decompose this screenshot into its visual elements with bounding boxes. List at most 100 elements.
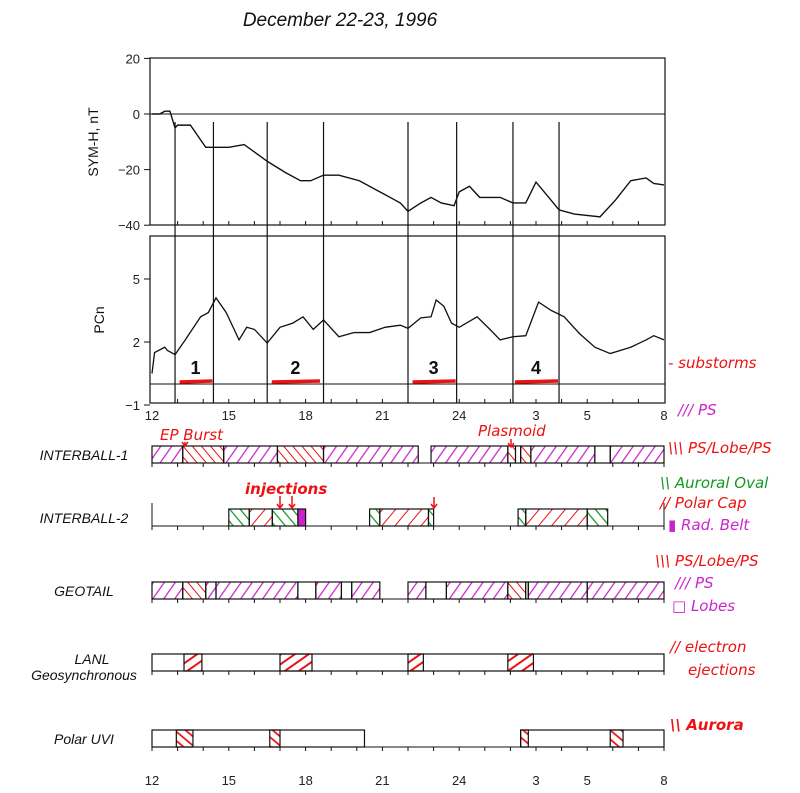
pcn-ytick-label: −1 bbox=[125, 398, 140, 413]
bottom-xtick-label: 3 bbox=[532, 773, 539, 788]
row-segment bbox=[527, 581, 588, 600]
row-segment bbox=[520, 445, 532, 464]
injections-label: injections bbox=[245, 480, 327, 498]
row-label: INTERBALL-1 bbox=[40, 447, 129, 463]
row-segment bbox=[525, 508, 588, 527]
row-label: LANL bbox=[74, 651, 109, 667]
row-box bbox=[151, 729, 366, 748]
row-segment bbox=[445, 581, 509, 600]
arrowhead-icon bbox=[430, 503, 438, 510]
row-segment bbox=[427, 508, 435, 527]
legend-item: \\ Aurora bbox=[670, 716, 744, 734]
row-segment bbox=[340, 581, 353, 600]
symh-ylabel: SYM-H, nT bbox=[85, 107, 101, 177]
legend-item: □ Lobes bbox=[672, 597, 735, 615]
figure-title: December 22-23, 1996 bbox=[243, 10, 438, 31]
row-segment bbox=[379, 508, 430, 527]
pcn-ytick-label: 2 bbox=[133, 335, 140, 350]
legend-text: PS/Lobe/PS bbox=[688, 439, 772, 457]
symh-panel: 20 0 −20 −40 SYM-H, nT bbox=[85, 51, 666, 233]
legend-text: Lobes bbox=[691, 597, 735, 615]
row-box bbox=[520, 729, 665, 748]
row-segment bbox=[297, 508, 307, 527]
legend-text: Aurora bbox=[685, 716, 744, 734]
legend-text: PS bbox=[698, 401, 717, 419]
row-segment bbox=[276, 445, 325, 464]
row-segment bbox=[507, 581, 527, 600]
legend-item: // Polar Cap bbox=[658, 494, 747, 512]
row-segment bbox=[594, 445, 611, 464]
row-segment bbox=[279, 653, 313, 672]
legend-item: ▮ Rad. Belt bbox=[668, 516, 750, 534]
bottom-xtick-label: 15 bbox=[222, 773, 236, 788]
row-segment bbox=[182, 445, 225, 464]
substorm-bar bbox=[271, 379, 320, 384]
pcn-xtick-label: 5 bbox=[584, 408, 591, 423]
row-segment bbox=[425, 581, 448, 600]
row-segment bbox=[407, 653, 424, 672]
ep-burst-label: EP Burst bbox=[160, 426, 224, 444]
pcn-ytick-label: 5 bbox=[133, 272, 140, 287]
substorm-number: 4 bbox=[531, 358, 541, 378]
row-segment bbox=[586, 581, 665, 600]
legend-item: // electron bbox=[668, 638, 747, 656]
row-label-2: Geosynchronous bbox=[31, 667, 137, 683]
bottom-xtick-label: 24 bbox=[452, 773, 466, 788]
legend-item: ejections bbox=[688, 661, 756, 679]
row-segment bbox=[175, 729, 194, 748]
substorm-bar bbox=[179, 379, 213, 384]
row-interball-1: INTERBALL-1 bbox=[40, 445, 665, 467]
legend-text: Polar Cap bbox=[675, 494, 747, 512]
arrowhead-icon bbox=[181, 441, 189, 448]
row-segment bbox=[351, 581, 381, 600]
row-segment bbox=[183, 653, 203, 672]
pcn-xtick-label: 18 bbox=[298, 408, 312, 423]
substorm-number: 1 bbox=[191, 358, 201, 378]
row-segment bbox=[407, 581, 427, 600]
pcn-xtick-label: 12 bbox=[145, 408, 159, 423]
row-segment bbox=[215, 581, 299, 600]
row-segment bbox=[271, 508, 299, 527]
legend-item: /// PS bbox=[676, 401, 717, 419]
arrowhead-icon bbox=[288, 503, 296, 510]
substorm-bar bbox=[412, 379, 456, 384]
row-segment bbox=[530, 445, 596, 464]
symh-ytick-label: −40 bbox=[118, 218, 140, 233]
row-geotail: GEOTAIL bbox=[54, 581, 665, 603]
substorm-number: 2 bbox=[290, 358, 300, 378]
row-polar-uvi: Polar UVI bbox=[54, 729, 665, 751]
bottom-xtick-label: 8 bbox=[660, 773, 667, 788]
legend-symbol: // bbox=[658, 494, 675, 512]
legend: /// PS \\\ PS/Lobe/PS \\ Auroral Oval // Po… bbox=[655, 401, 772, 734]
satellite-rows: INTERBALL-1 INTERBALL-2 GEOTAIL LANLGeosync… bbox=[31, 445, 665, 751]
symh-ytick-label: 20 bbox=[126, 51, 140, 66]
annotations: EP Burst Plasmoid injections - substorms bbox=[160, 354, 757, 510]
row-segment bbox=[430, 445, 509, 464]
bottom-xtick-label: 5 bbox=[584, 773, 591, 788]
row-segment bbox=[297, 581, 317, 600]
pcn-xtick-label: 3 bbox=[532, 408, 539, 423]
pcn-xtick-label: 24 bbox=[452, 408, 466, 423]
legend-symbol: \\\ bbox=[668, 439, 688, 457]
legend-symbol: // bbox=[668, 638, 685, 656]
row-segment bbox=[205, 581, 217, 600]
pcn-xtick-label: 15 bbox=[222, 408, 236, 423]
row-segment bbox=[322, 445, 419, 464]
plasmoid-label: Plasmoid bbox=[478, 422, 546, 440]
substorms-label: - substorms bbox=[668, 354, 757, 372]
legend-symbol: \\ bbox=[670, 716, 686, 734]
bottom-xtick-label: 12 bbox=[145, 773, 159, 788]
symh-ytick-label: 0 bbox=[133, 107, 140, 122]
substorm-number: 3 bbox=[429, 358, 439, 378]
row-label: Polar UVI bbox=[54, 731, 114, 747]
row-label: INTERBALL-2 bbox=[40, 510, 129, 526]
legend-symbol: /// bbox=[673, 574, 695, 592]
bottom-xtick-label: 18 bbox=[298, 773, 312, 788]
row-segment bbox=[507, 653, 535, 672]
row-segment bbox=[228, 508, 250, 527]
row-segment bbox=[507, 445, 517, 464]
legend-symbol: ▮ bbox=[668, 516, 681, 534]
